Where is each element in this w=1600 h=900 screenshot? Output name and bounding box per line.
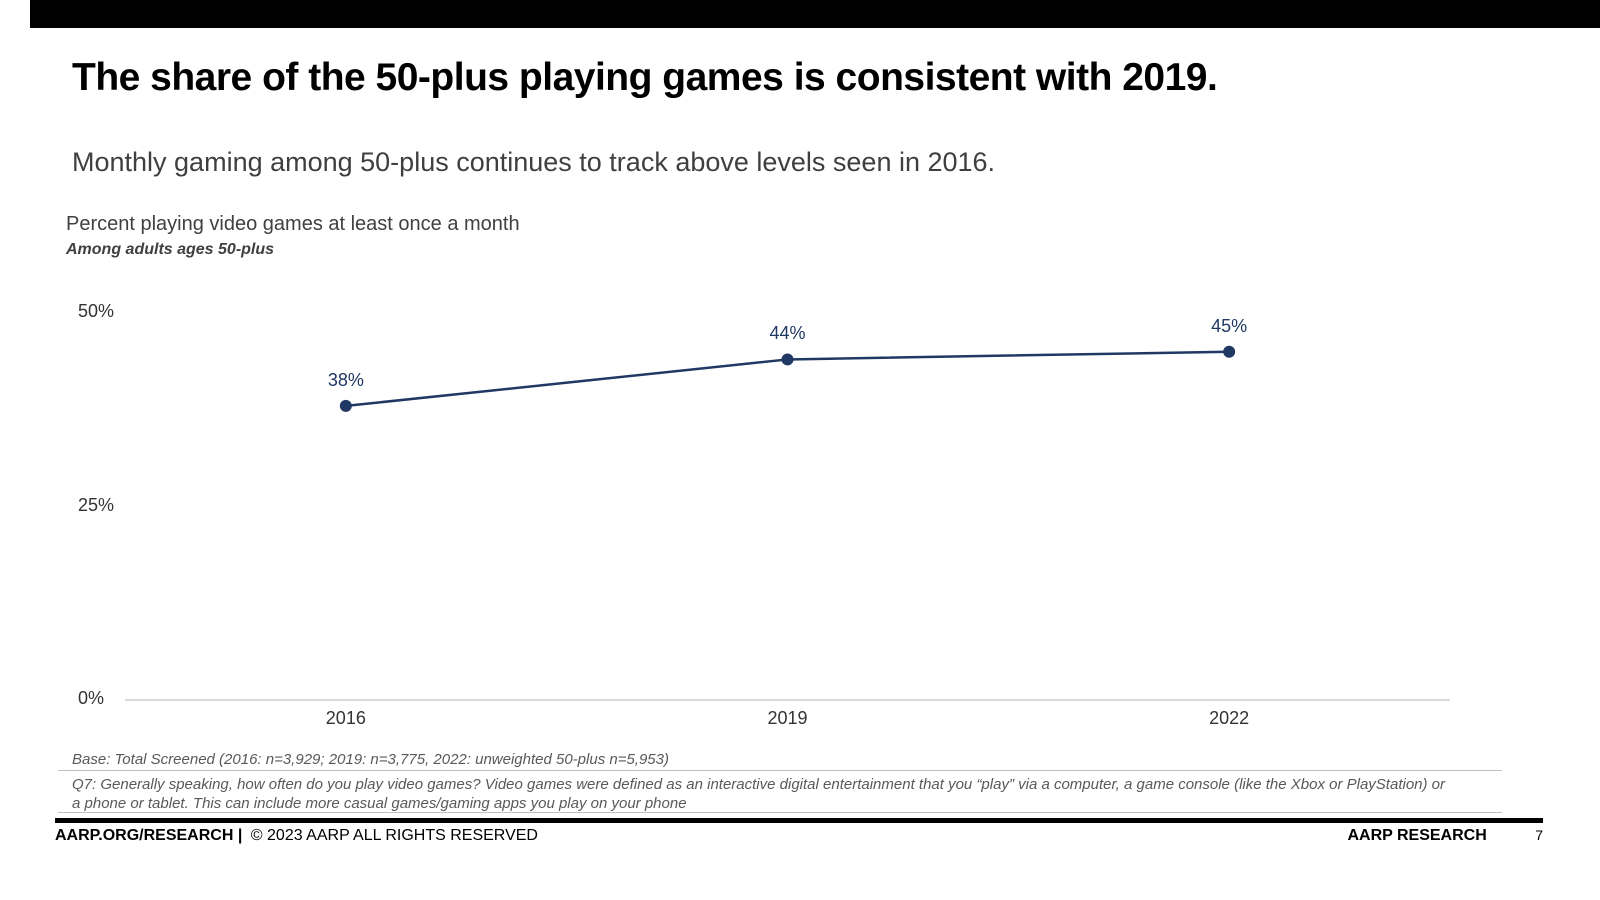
footer-brand-url: AARP.ORG/RESEARCH |: [55, 827, 243, 844]
footer-left: AARP.ORG/RESEARCH | © 2023 AARP ALL RIGH…: [55, 827, 542, 845]
y-axis-label-0: 0%: [78, 688, 105, 708]
y-axis-label-25: 25%: [78, 494, 115, 515]
y-axis-label-50: 50%: [78, 301, 115, 321]
divider-line-top: [58, 770, 1502, 771]
footnote-base: Base: Total Screened (2016: n=3,929; 201…: [72, 751, 669, 768]
divider-line-bottom: [58, 812, 1502, 813]
data-label-2016: 38%: [327, 369, 364, 390]
footer-research-label: AARP RESEARCH: [1347, 827, 1487, 844]
footer-copyright: © 2023 AARP ALL RIGHTS RESERVED: [250, 827, 538, 844]
slide-title: The share of the 50-plus playing games i…: [72, 56, 1218, 99]
data-label-2019: 44%: [769, 323, 806, 344]
footer: AARP.ORG/RESEARCH | © 2023 AARP ALL RIGH…: [55, 827, 1543, 845]
data-point-2019: [781, 353, 794, 366]
slide-subtitle: Monthly gaming among 50-plus continues t…: [72, 147, 996, 177]
footer-right: AARP RESEARCH 7: [1347, 827, 1543, 845]
data-point-2016: [339, 399, 352, 412]
x-axis-label-2019: 2019: [767, 708, 808, 728]
top-accent-bar: [30, 0, 1600, 28]
footnote-question: Q7: Generally speaking, how often do you…: [72, 776, 1445, 812]
x-axis-label-2016: 2016: [325, 708, 366, 728]
data-point-2022: [1223, 345, 1236, 358]
data-label-2022: 45%: [1211, 315, 1248, 336]
x-axis-label-2022: 2022: [1209, 708, 1250, 728]
chart-subtitle: Among adults ages 50-plus: [66, 241, 275, 258]
chart-title: Percent playing video games at least onc…: [66, 213, 520, 235]
page-number: 7: [1535, 827, 1543, 843]
footer-bar: [55, 818, 1543, 823]
